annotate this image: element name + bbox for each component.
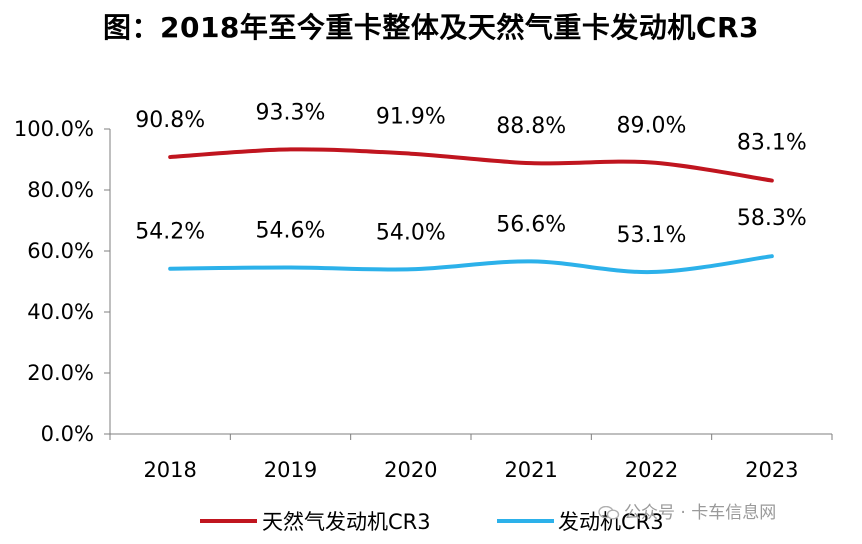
x-tick-label: 2019 bbox=[264, 458, 317, 482]
legend: 天然气发动机CR3 发动机CR3 bbox=[200, 510, 664, 534]
data-label: 93.3% bbox=[256, 100, 326, 125]
watermark: 公众号 · 卡车信息网 bbox=[598, 498, 776, 523]
data-label: 91.9% bbox=[376, 105, 446, 130]
series-line-engine-cr3 bbox=[168, 254, 774, 275]
data-label: 53.1% bbox=[617, 223, 687, 248]
data-label: 83.1% bbox=[737, 131, 807, 156]
data-label: 54.2% bbox=[135, 220, 205, 245]
data-label: 58.3% bbox=[737, 206, 807, 231]
y-tick-label: 0.0% bbox=[41, 422, 94, 446]
data-label: 89.0% bbox=[617, 114, 687, 139]
x-tick-label: 2020 bbox=[384, 458, 437, 482]
y-tick-label: 60.0% bbox=[27, 239, 94, 263]
legend-label: 天然气发动机CR3 bbox=[262, 510, 431, 534]
data-label: 90.8% bbox=[135, 108, 205, 133]
data-labels: 90.8% 93.3% 91.9% 88.8% 89.0% 83.1% 54.2% 54.6%… bbox=[135, 100, 807, 248]
y-tick-label: 40.0% bbox=[27, 300, 94, 324]
x-tick-label: 2023 bbox=[745, 458, 798, 482]
chart-title: 图：2018年至今重卡整体及天然气重卡发动机CR3 bbox=[102, 11, 760, 44]
wechat-icon bbox=[598, 506, 620, 520]
data-label: 88.8% bbox=[496, 114, 566, 139]
series-line-natural-gas-engine-cr3 bbox=[168, 147, 774, 183]
x-tick-label: 2022 bbox=[625, 458, 678, 482]
data-label: 54.6% bbox=[256, 218, 326, 243]
axes: 0.0% 20.0% 40.0% 60.0% 80.0% 100.0% 2018 2019 20… bbox=[14, 117, 833, 482]
y-tick-label: 80.0% bbox=[27, 178, 94, 202]
watermark-text: 公众号 · 卡车信息网 bbox=[624, 503, 777, 523]
data-label: 54.0% bbox=[376, 220, 446, 245]
y-tick-label: 100.0% bbox=[14, 117, 94, 141]
data-label: 56.6% bbox=[496, 212, 566, 237]
x-tick-label: 2021 bbox=[504, 458, 557, 482]
y-tick-label: 20.0% bbox=[27, 361, 94, 385]
series-layer bbox=[168, 147, 774, 275]
x-tick-label: 2018 bbox=[143, 458, 196, 482]
